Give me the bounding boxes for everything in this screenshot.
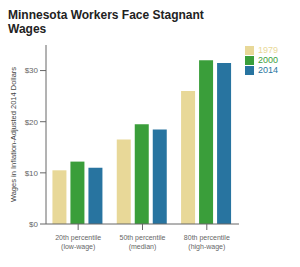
html-text:1979: 1979 (258, 45, 278, 55)
svg-text:$30: $30 (25, 66, 39, 75)
svg-text:$10: $10 (25, 169, 39, 178)
html-text:2000: 2000 (258, 55, 278, 66)
html-text:Wages: Wages (8, 22, 47, 36)
html-text:2014: 2014 (258, 65, 278, 76)
svg-text:$0: $0 (29, 220, 38, 229)
html-text:Minnesota Workers Face Stagnan: Minnesota Workers Face Stagnant (8, 8, 204, 22)
svg-text:Wages in Inflation-Adjusted 20: Wages in Inflation-Adjusted 2014 Dollars (9, 67, 18, 202)
svg-text:50th percentile(median): 50th percentile(median) (120, 234, 166, 251)
svg-text:$20: $20 (25, 118, 39, 127)
svg-text:20th percentile(low-wage): 20th percentile(low-wage) (55, 234, 101, 251)
svg-text:80th percentile(high-wage): 80th percentile(high-wage) (184, 234, 230, 251)
